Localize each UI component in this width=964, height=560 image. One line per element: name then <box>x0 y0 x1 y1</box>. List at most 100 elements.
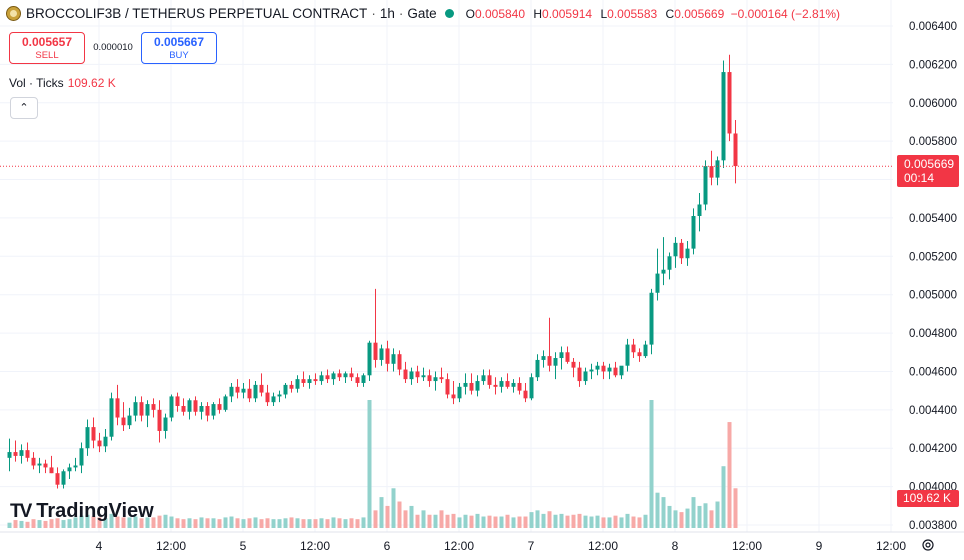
volume-bar <box>535 510 540 528</box>
price-axis[interactable]: 0.0064000.0062000.0060000.0058000.005600… <box>909 21 957 532</box>
candle-body <box>511 382 516 387</box>
volume-bar <box>37 520 42 528</box>
volume-bar <box>655 492 660 528</box>
candle-body <box>619 365 624 376</box>
volume-bar <box>229 516 234 528</box>
volume-bar <box>337 518 342 528</box>
time-tick-label: 6 <box>384 539 391 553</box>
candle-body <box>559 352 564 359</box>
candle-body <box>607 367 612 372</box>
volume-bar <box>733 488 738 528</box>
volume-bar <box>331 517 336 528</box>
candle-body <box>367 342 372 376</box>
volume-bar <box>685 508 690 528</box>
volume-bar <box>301 519 306 528</box>
volume-bar <box>373 510 378 528</box>
interval-label[interactable]: 1h <box>379 6 395 21</box>
candle-body <box>37 463 42 466</box>
candle-body <box>373 342 378 360</box>
candle-body <box>67 467 72 472</box>
volume-bar <box>241 519 246 528</box>
price-tick-label: 0.005200 <box>909 251 957 263</box>
candle-body <box>229 386 234 397</box>
volume-bar <box>181 519 186 528</box>
candle-body <box>199 406 204 412</box>
candle-body <box>43 463 48 468</box>
candle-body <box>85 427 90 449</box>
volume-bar <box>13 520 18 528</box>
volume-bar <box>673 510 678 528</box>
volume-bar <box>259 519 264 528</box>
candle-body <box>547 356 552 366</box>
volume-bar <box>85 514 90 528</box>
separator: · <box>398 6 404 21</box>
candle-body <box>169 396 174 418</box>
volume-bar <box>349 518 354 528</box>
collapse-legend-button[interactable]: ⌃ <box>10 97 38 119</box>
volume-bar <box>205 518 210 528</box>
volume-bar <box>187 518 192 528</box>
volume-bar <box>271 519 276 528</box>
price-tick-label: 0.004600 <box>909 366 957 378</box>
candlesticks <box>7 54 738 489</box>
symbol-title[interactable]: BROCCOLIF3B / TETHERUS PERPETUAL CONTRAC… <box>26 6 368 21</box>
candle-body <box>127 415 132 426</box>
candle-body <box>667 256 672 270</box>
volume-bar <box>469 515 474 528</box>
candle-body <box>733 133 738 167</box>
separator: · <box>371 6 376 21</box>
candle-body <box>7 452 12 458</box>
candle-body <box>331 373 336 380</box>
candle-body <box>19 450 24 456</box>
volume-bar <box>223 517 228 528</box>
candle-body <box>685 248 690 259</box>
volume-bar <box>307 519 312 528</box>
volume-bar <box>565 515 570 528</box>
volume-bar <box>235 518 240 528</box>
sell-price: 0.005657 <box>21 35 73 49</box>
time-tick-label: 12:00 <box>876 539 906 553</box>
candle-body <box>649 292 654 345</box>
candle-body <box>691 216 696 249</box>
volume-bar <box>19 520 24 528</box>
buy-button[interactable]: 0.005667 BUY <box>141 32 217 64</box>
volume-value: 109.62 K <box>67 76 116 90</box>
candle-body <box>571 361 576 368</box>
candle-body <box>637 352 642 357</box>
market-status-icon[interactable] <box>444 9 454 18</box>
volume-bar <box>421 510 426 528</box>
volume-bar <box>361 517 366 528</box>
volume-bar <box>367 400 372 528</box>
sell-button[interactable]: 0.005657 SELL <box>9 32 85 64</box>
candle-body <box>565 352 570 362</box>
candle-body <box>271 396 276 403</box>
time-tick-label: 12:00 <box>444 539 474 553</box>
volume-bar <box>619 517 624 528</box>
volume-bar <box>355 519 360 528</box>
volume-legend[interactable]: Vol · Ticks 109.62 K <box>9 76 116 90</box>
candle-body <box>553 358 558 366</box>
candle-body <box>151 404 156 410</box>
price-tick-label: 0.005000 <box>909 290 957 302</box>
volume-bar <box>625 513 630 528</box>
candle-body <box>277 394 282 397</box>
candle-body <box>523 390 528 399</box>
volume-title: Vol · Ticks <box>9 76 64 90</box>
candle-body <box>673 242 678 257</box>
volume-bar <box>67 519 72 528</box>
volume-bar <box>433 514 438 528</box>
candle-body <box>313 379 318 382</box>
volume-bar <box>607 517 612 528</box>
gear-icon[interactable] <box>921 538 935 552</box>
volume-bar <box>319 518 324 528</box>
tradingview-logo[interactable]: TV TradingView <box>10 500 154 523</box>
volume-bar <box>169 516 174 528</box>
volume-bar <box>127 517 132 528</box>
candle-body <box>343 373 348 378</box>
time-tick-label: 12:00 <box>732 539 762 553</box>
volume-bar <box>313 519 318 528</box>
volume-bar <box>415 514 420 528</box>
candle-body <box>163 417 168 431</box>
time-axis[interactable]: 4 12:00 5 12:00 6 12:00 7 12:00 8 12:00 9 12:00 <box>96 539 907 553</box>
